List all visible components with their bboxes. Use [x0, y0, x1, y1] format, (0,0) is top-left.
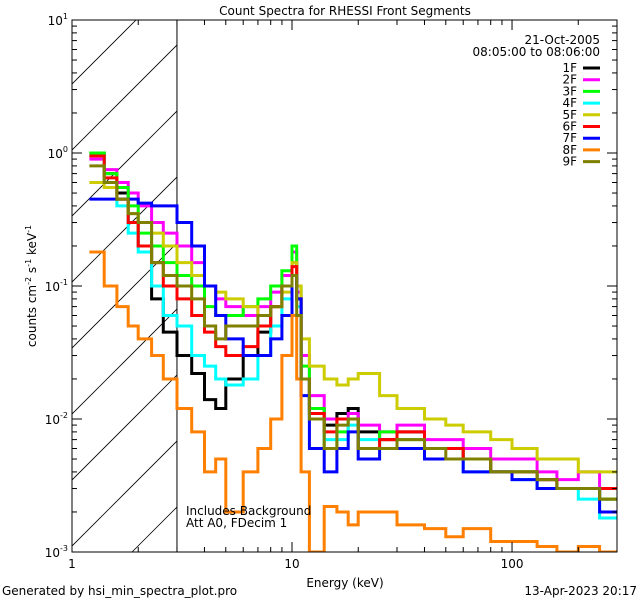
y-tick-label: 10-1: [45, 278, 68, 294]
legend-label-7F: 7F: [562, 131, 577, 145]
hatch-line: [72, 440, 177, 547]
background-annotation: Includes Background: [186, 504, 311, 518]
hatch-line: [72, 20, 137, 85]
hatch-line: [72, 44, 177, 151]
timestamp-label: 13-Apr-2023 20:17: [524, 584, 637, 598]
series-line-2F: [89, 157, 617, 490]
y-axis-label: counts cm-2 s-1 keV-1: [24, 225, 39, 347]
hatch-line: [72, 308, 177, 415]
y-tick-label: 10-3: [45, 544, 68, 560]
legend-label-2F: 2F: [562, 73, 577, 87]
series-line-5F: [89, 181, 617, 474]
attenuator-annotation: Att A0, FDecim 1: [186, 516, 287, 530]
hatch-line: [264, 0, 640, 552]
time-range-label: 08:05:00 to 08:06:00: [473, 45, 600, 59]
x-tick-label: 100: [501, 557, 524, 571]
x-tick-label: 10: [284, 557, 299, 571]
legend-label-9F: 9F: [562, 155, 577, 169]
date-label: 21-Oct-2005: [524, 33, 600, 47]
legend-label-3F: 3F: [562, 84, 577, 98]
axis-ticks: 1 10 100 101 100 10-1 10-2 10-3: [45, 12, 618, 571]
x-axis-label: Energy (keV): [306, 576, 383, 590]
chart-title: Count Spectra for RHESSI Front Segments: [219, 4, 471, 18]
generated-by-label: Generated by hsi_min_spectra_plot.pro: [2, 584, 237, 598]
hatch-line: [0, 0, 138, 552]
legend-label-8F: 8F: [562, 143, 577, 157]
series-line-7F: [89, 197, 617, 514]
y-tick-label: 101: [48, 12, 68, 28]
series-line-9F: [89, 164, 617, 501]
y-tick-label: 100: [48, 145, 68, 161]
series-line-8F: [89, 250, 617, 552]
series-group: [89, 151, 617, 552]
legend-label-1F: 1F: [562, 61, 577, 75]
x-tick-label: 1: [68, 557, 76, 571]
hatch-line: [72, 374, 177, 481]
hatch-line: [72, 242, 177, 349]
legend-label-6F: 6F: [562, 120, 577, 134]
hatched-background-region: [0, 0, 640, 552]
legend-label-4F: 4F: [562, 96, 577, 110]
y-tick-label: 10-2: [45, 411, 68, 427]
hatch-lines: [0, 0, 640, 552]
legend-label-5F: 5F: [562, 108, 577, 122]
